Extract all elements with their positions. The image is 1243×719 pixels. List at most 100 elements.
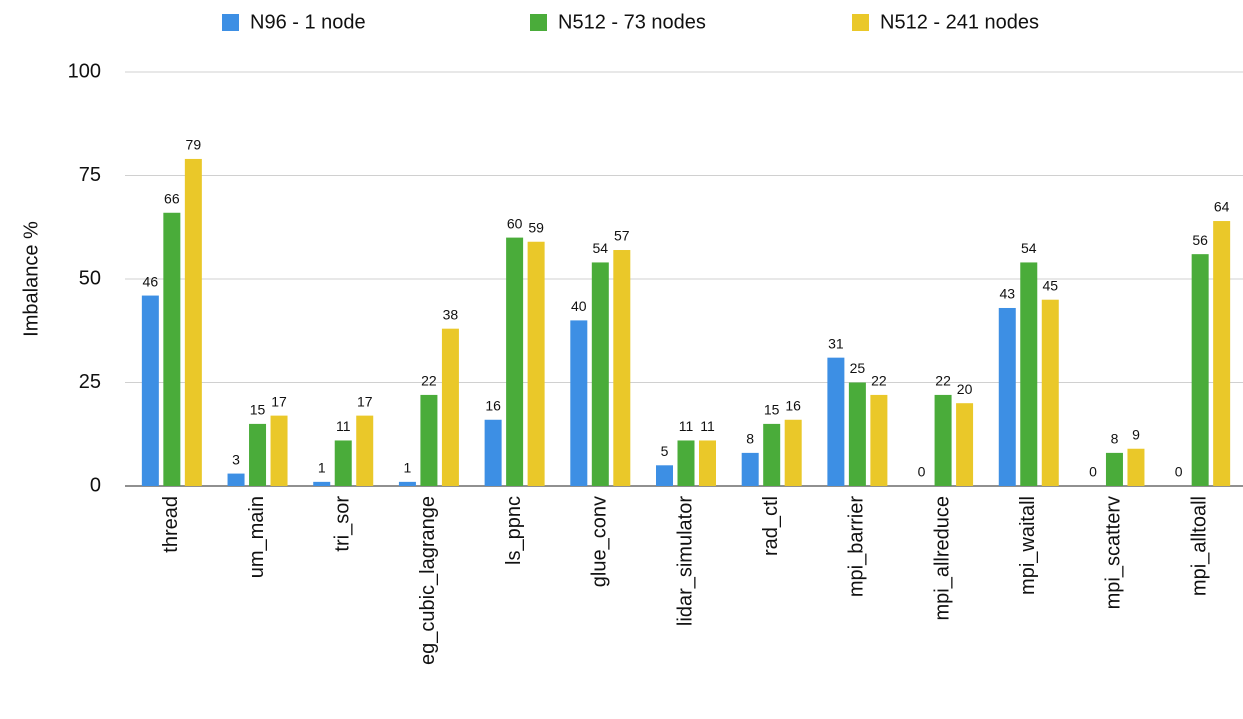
data-label: 31 [828,335,844,351]
bar [420,394,438,486]
bar [1041,299,1059,486]
data-label: 15 [764,402,780,418]
data-label: 43 [999,286,1015,302]
bar [1213,221,1231,487]
legend-label: N96 - 1 node [250,11,366,33]
x-tick-label: tri_sor [332,496,354,552]
x-tick-label: um_main [246,496,268,578]
bar [656,465,673,486]
bar [313,481,331,486]
bar [163,212,181,486]
y-tick-label: 0 [90,474,101,496]
y-tick-label: 50 [79,267,101,289]
data-label: 22 [421,373,437,389]
x-tick-label: lidar_simulator [674,496,696,626]
data-label: 64 [1214,199,1230,215]
legend-label: N512 - 73 nodes [558,11,706,33]
bar [934,394,952,486]
x-tick-label: eg_cubic_lagrange [417,496,439,665]
bar [484,419,502,486]
bar [270,415,288,486]
bar [184,158,202,486]
data-label: 60 [507,215,523,231]
data-label: 25 [850,360,866,376]
x-tick-label: glue_conv [589,496,611,587]
legend-swatch [222,14,239,31]
data-label: 20 [957,381,973,397]
bar [506,237,524,486]
bar [699,440,716,486]
bar [1020,262,1038,486]
data-label: 54 [593,240,609,256]
bar [141,295,159,486]
x-tick-label: mpi_allreduce [931,496,953,621]
data-label: 0 [1175,464,1183,480]
data-label: 0 [1089,464,1097,480]
x-tick-label: ls_ppnc [503,496,525,565]
data-label: 17 [357,393,373,409]
legend-swatch [530,14,547,31]
data-label: 66 [164,190,180,206]
data-label: 15 [250,402,266,418]
y-tick-label: 25 [79,371,101,393]
data-label: 16 [785,397,801,413]
bar [998,307,1016,486]
data-label: 56 [1192,232,1208,248]
data-label: 40 [571,298,587,314]
bar [591,262,609,486]
data-label: 59 [528,219,544,235]
data-label: 54 [1021,240,1037,256]
data-label: 3 [232,451,240,467]
x-tick-label: mpi_barrier [846,496,868,597]
data-label: 8 [1111,431,1119,447]
bar [249,423,267,486]
data-label: 45 [1042,277,1058,293]
data-label: 9 [1132,426,1140,442]
bar [356,415,374,486]
bar [441,328,459,486]
x-tick-label: mpi_waitall [1017,496,1039,595]
data-label: 11 [336,418,351,434]
bar [784,419,802,486]
data-label: 1 [404,460,412,476]
y-axis-label: Imbalance % [20,221,42,337]
bar [398,481,416,486]
bar [870,394,888,486]
bar [1191,254,1209,486]
bar [956,403,974,486]
x-tick-label: mpi_scatterv [1103,496,1125,609]
bar [1105,452,1123,486]
x-tick-label: rad_ctl [760,496,782,556]
data-label: 11 [679,418,694,434]
bar [1127,448,1145,486]
data-label: 1 [318,460,326,476]
data-label: 11 [700,418,715,434]
bar [527,241,545,486]
bar [570,320,588,486]
bar [613,250,631,486]
legend-label: N512 - 241 nodes [880,11,1039,33]
y-tick-label: 100 [68,60,101,82]
legend-swatch [852,14,869,31]
data-label: 22 [935,373,951,389]
data-label: 57 [614,228,630,244]
bar [763,423,781,486]
data-label: 22 [871,373,887,389]
y-tick-label: 75 [79,164,101,186]
data-label: 16 [485,397,501,413]
data-label: 8 [746,431,754,447]
bar [848,382,866,486]
data-label: 79 [186,137,202,153]
data-label: 46 [143,273,159,289]
x-tick-label: mpi_alltoall [1188,496,1210,596]
bar [227,473,245,486]
data-label: 38 [443,306,459,322]
data-label: 17 [271,393,287,409]
data-label: 5 [661,443,669,459]
x-tick-label: thread [160,496,182,553]
bar [741,452,759,486]
bar [677,440,695,486]
bar [334,440,352,486]
bar [827,357,845,486]
